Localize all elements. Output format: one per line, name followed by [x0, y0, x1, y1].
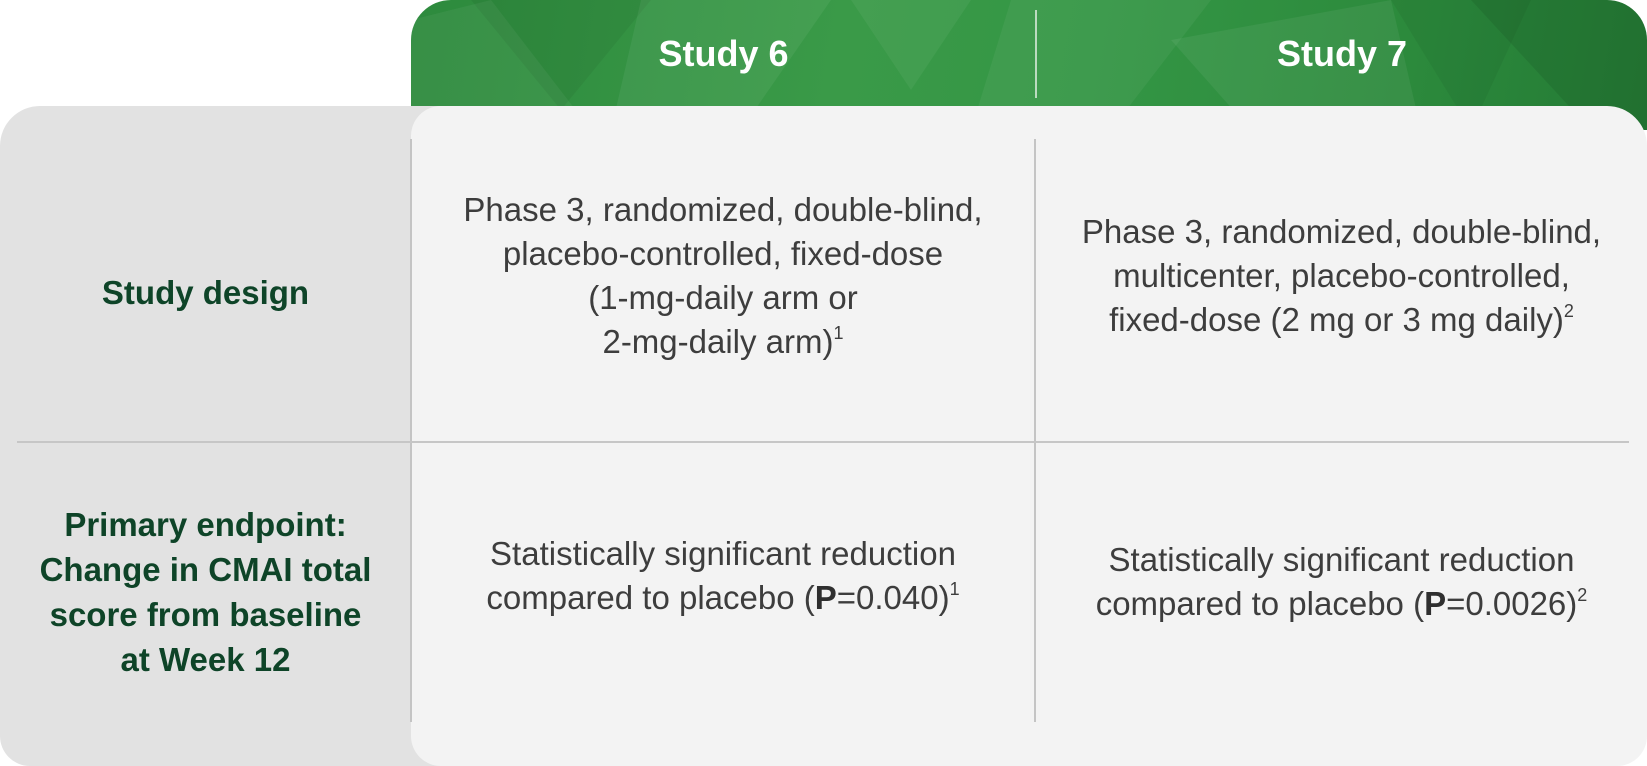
cell-line: compared to placebo (P=0.040)1 [412, 576, 1034, 620]
cell-line-text: compared to placebo ( [486, 579, 815, 616]
row-label-line: Primary endpoint: [64, 506, 347, 543]
study-6-endpoint-cell: Statistically significant reduction comp… [412, 532, 1034, 620]
reference-superscript: 1 [949, 579, 960, 599]
row-label-line: Change in CMAI total [39, 551, 372, 588]
cell-line-text: compared to placebo ( [1095, 585, 1425, 622]
study-7-design-cell: Phase 3, randomized, double-blind, multi… [1036, 210, 1647, 342]
study-7-endpoint-cell: Statistically significant reduction comp… [1036, 538, 1647, 626]
cell-line: Phase 3, randomized, double-blind, [463, 191, 983, 228]
p-value: =0.040) [836, 579, 950, 616]
cell-line: Statistically significant reduction [490, 535, 956, 572]
header-texture [411, 0, 1647, 130]
cell-line: Statistically significant reduction [1108, 541, 1575, 578]
column-title-study-6: Study 6 [658, 33, 789, 74]
cell-line: Phase 3, randomized, double-blind, [1081, 213, 1602, 250]
cell-line: placebo-controlled, fixed-dose [502, 235, 944, 272]
reference-superscript: 2 [1577, 585, 1588, 605]
reference-superscript: 2 [1563, 301, 1574, 321]
cell-line-text: 2-mg-daily arm) [602, 323, 834, 360]
row-divider [17, 441, 1629, 443]
cell-line: fixed-dose (2 mg or 3 mg daily)2 [1036, 298, 1647, 342]
row-label-line: at Week 12 [120, 641, 291, 678]
row-label-primary-endpoint: Primary endpoint: Change in CMAI total s… [0, 502, 411, 682]
column-divider [1034, 139, 1036, 722]
column-title-study-7: Study 7 [1276, 33, 1408, 74]
cell-line: compared to placebo (P=0.0026)2 [1036, 582, 1647, 626]
reference-superscript: 1 [833, 323, 844, 343]
row-label-study-design: Study design [101, 274, 310, 311]
cell-line: (1-mg-daily arm or [588, 279, 858, 316]
column-header-band: Study 6 Study 7 [411, 0, 1647, 130]
row-label-line: score from baseline [49, 596, 362, 633]
row-header-divider [410, 139, 412, 722]
cell-line: 2-mg-daily arm)1 [412, 320, 1034, 364]
row-header-panel [0, 106, 460, 766]
cell-line: multicenter, placebo-controlled, [1113, 257, 1570, 294]
p-label: P [1424, 585, 1447, 622]
p-value: =0.0026) [1446, 585, 1578, 622]
content-panel [411, 106, 1647, 766]
p-label: P [814, 579, 837, 616]
cell-line-text: fixed-dose (2 mg or 3 mg daily) [1109, 301, 1564, 338]
study-6-design-cell: Phase 3, randomized, double-blind, place… [412, 188, 1034, 364]
header-divider [1035, 10, 1037, 98]
